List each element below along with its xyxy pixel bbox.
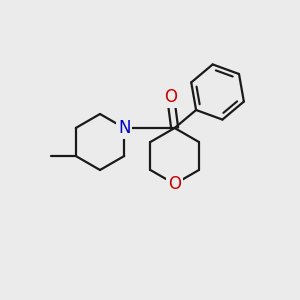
Text: O: O [168, 175, 181, 193]
Text: N: N [118, 119, 130, 137]
Text: O: O [164, 88, 177, 106]
